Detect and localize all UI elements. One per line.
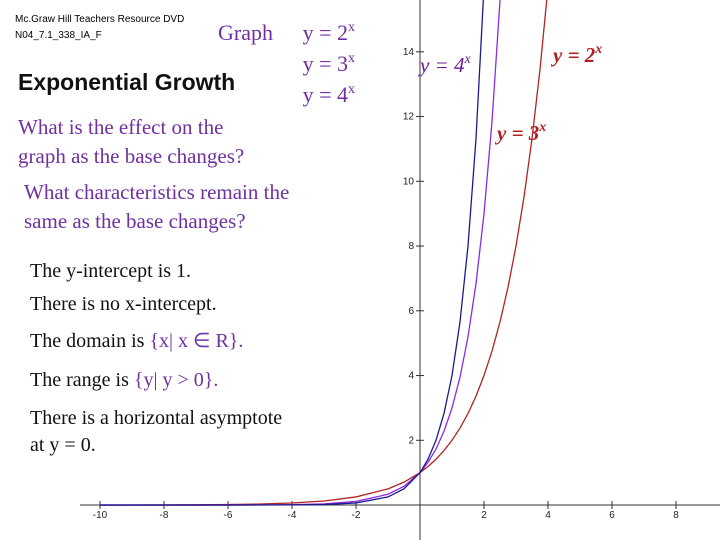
question: graph as the base changes? bbox=[18, 144, 244, 168]
equation: y = 2x bbox=[303, 20, 355, 45]
x-tick-label: -4 bbox=[288, 510, 297, 521]
equation: y = 3x bbox=[303, 51, 355, 76]
fact-part: The domain is bbox=[30, 330, 149, 352]
x-tick-label: 8 bbox=[673, 510, 679, 521]
x-tick-label: -10 bbox=[93, 510, 108, 521]
equation-exp: x bbox=[348, 20, 355, 35]
y-tick-label: 8 bbox=[408, 241, 414, 252]
source: Mc.Graw Hill Teachers Resource DVD bbox=[15, 14, 184, 25]
curve-label: y = 2x bbox=[550, 42, 602, 67]
graph-word: Graph bbox=[218, 20, 273, 45]
x-tick-label: -2 bbox=[352, 510, 361, 521]
fact: at y = 0. bbox=[30, 434, 96, 456]
question: What is the effect on the bbox=[18, 115, 223, 139]
curves bbox=[99, 0, 548, 506]
equation-exp: x bbox=[348, 82, 355, 97]
fact-part: {x| x ∈ R}. bbox=[149, 330, 243, 352]
curve-label-exp: x bbox=[594, 42, 602, 57]
x-tick-label: 4 bbox=[545, 510, 551, 521]
fact-part: There is a horizontal asymptote bbox=[30, 407, 282, 429]
curve-label-base: y = 3 bbox=[494, 121, 539, 145]
equation-base: y = 3 bbox=[303, 51, 348, 76]
equation-base: y = 4 bbox=[303, 82, 348, 107]
y-tick-label: 6 bbox=[408, 306, 414, 317]
fact: The y-intercept is 1. bbox=[30, 260, 191, 282]
curve-label: y = 4x bbox=[418, 52, 472, 77]
curve-label-exp: x bbox=[464, 52, 472, 67]
y-tick-label: 12 bbox=[403, 112, 415, 123]
curve bbox=[99, 0, 548, 506]
fact-part: The y-intercept is 1. bbox=[30, 260, 191, 282]
curve bbox=[100, 0, 484, 506]
fact: There is no x-intercept. bbox=[30, 293, 217, 315]
y-tick-label: 14 bbox=[403, 47, 415, 58]
fact-part: The range is bbox=[30, 369, 134, 391]
curve-label-base: y = 2 bbox=[550, 43, 596, 67]
text-panel: Mc.Graw Hill Teachers Resource DVD N04_7… bbox=[15, 14, 355, 456]
x-tick-label: -6 bbox=[224, 510, 233, 521]
curve-label-exp: x bbox=[538, 120, 546, 135]
curve-label: y = 3x bbox=[494, 120, 546, 145]
equation-base: y = 2 bbox=[303, 20, 348, 45]
question: What characteristics remain the bbox=[24, 180, 289, 204]
x-tick-label: 6 bbox=[609, 510, 615, 521]
x-tick-label: -8 bbox=[160, 510, 169, 521]
x-tick-label: 2 bbox=[481, 510, 487, 521]
fact-part: There is no x-intercept. bbox=[30, 293, 217, 315]
curve-label-base: y = 4 bbox=[418, 53, 465, 77]
equation-exp: x bbox=[348, 51, 355, 66]
y-tick-label: 10 bbox=[403, 176, 415, 187]
y-tick-label: 2 bbox=[408, 435, 414, 446]
fact: There is a horizontal asymptote bbox=[30, 407, 282, 429]
fact-part: {y| y > 0}. bbox=[134, 369, 218, 391]
fact: The domain is {x| x ∈ R}. bbox=[30, 330, 243, 352]
equation: y = 4x bbox=[303, 82, 355, 107]
question: same as the base changes? bbox=[24, 209, 246, 233]
fact: The range is {y| y > 0}. bbox=[30, 369, 218, 391]
code: N04_7.1_338_IA_F bbox=[15, 30, 102, 41]
title: Exponential Growth bbox=[18, 69, 235, 95]
fact-part: at y = 0. bbox=[30, 434, 96, 456]
y-tick-label: 4 bbox=[408, 371, 414, 382]
